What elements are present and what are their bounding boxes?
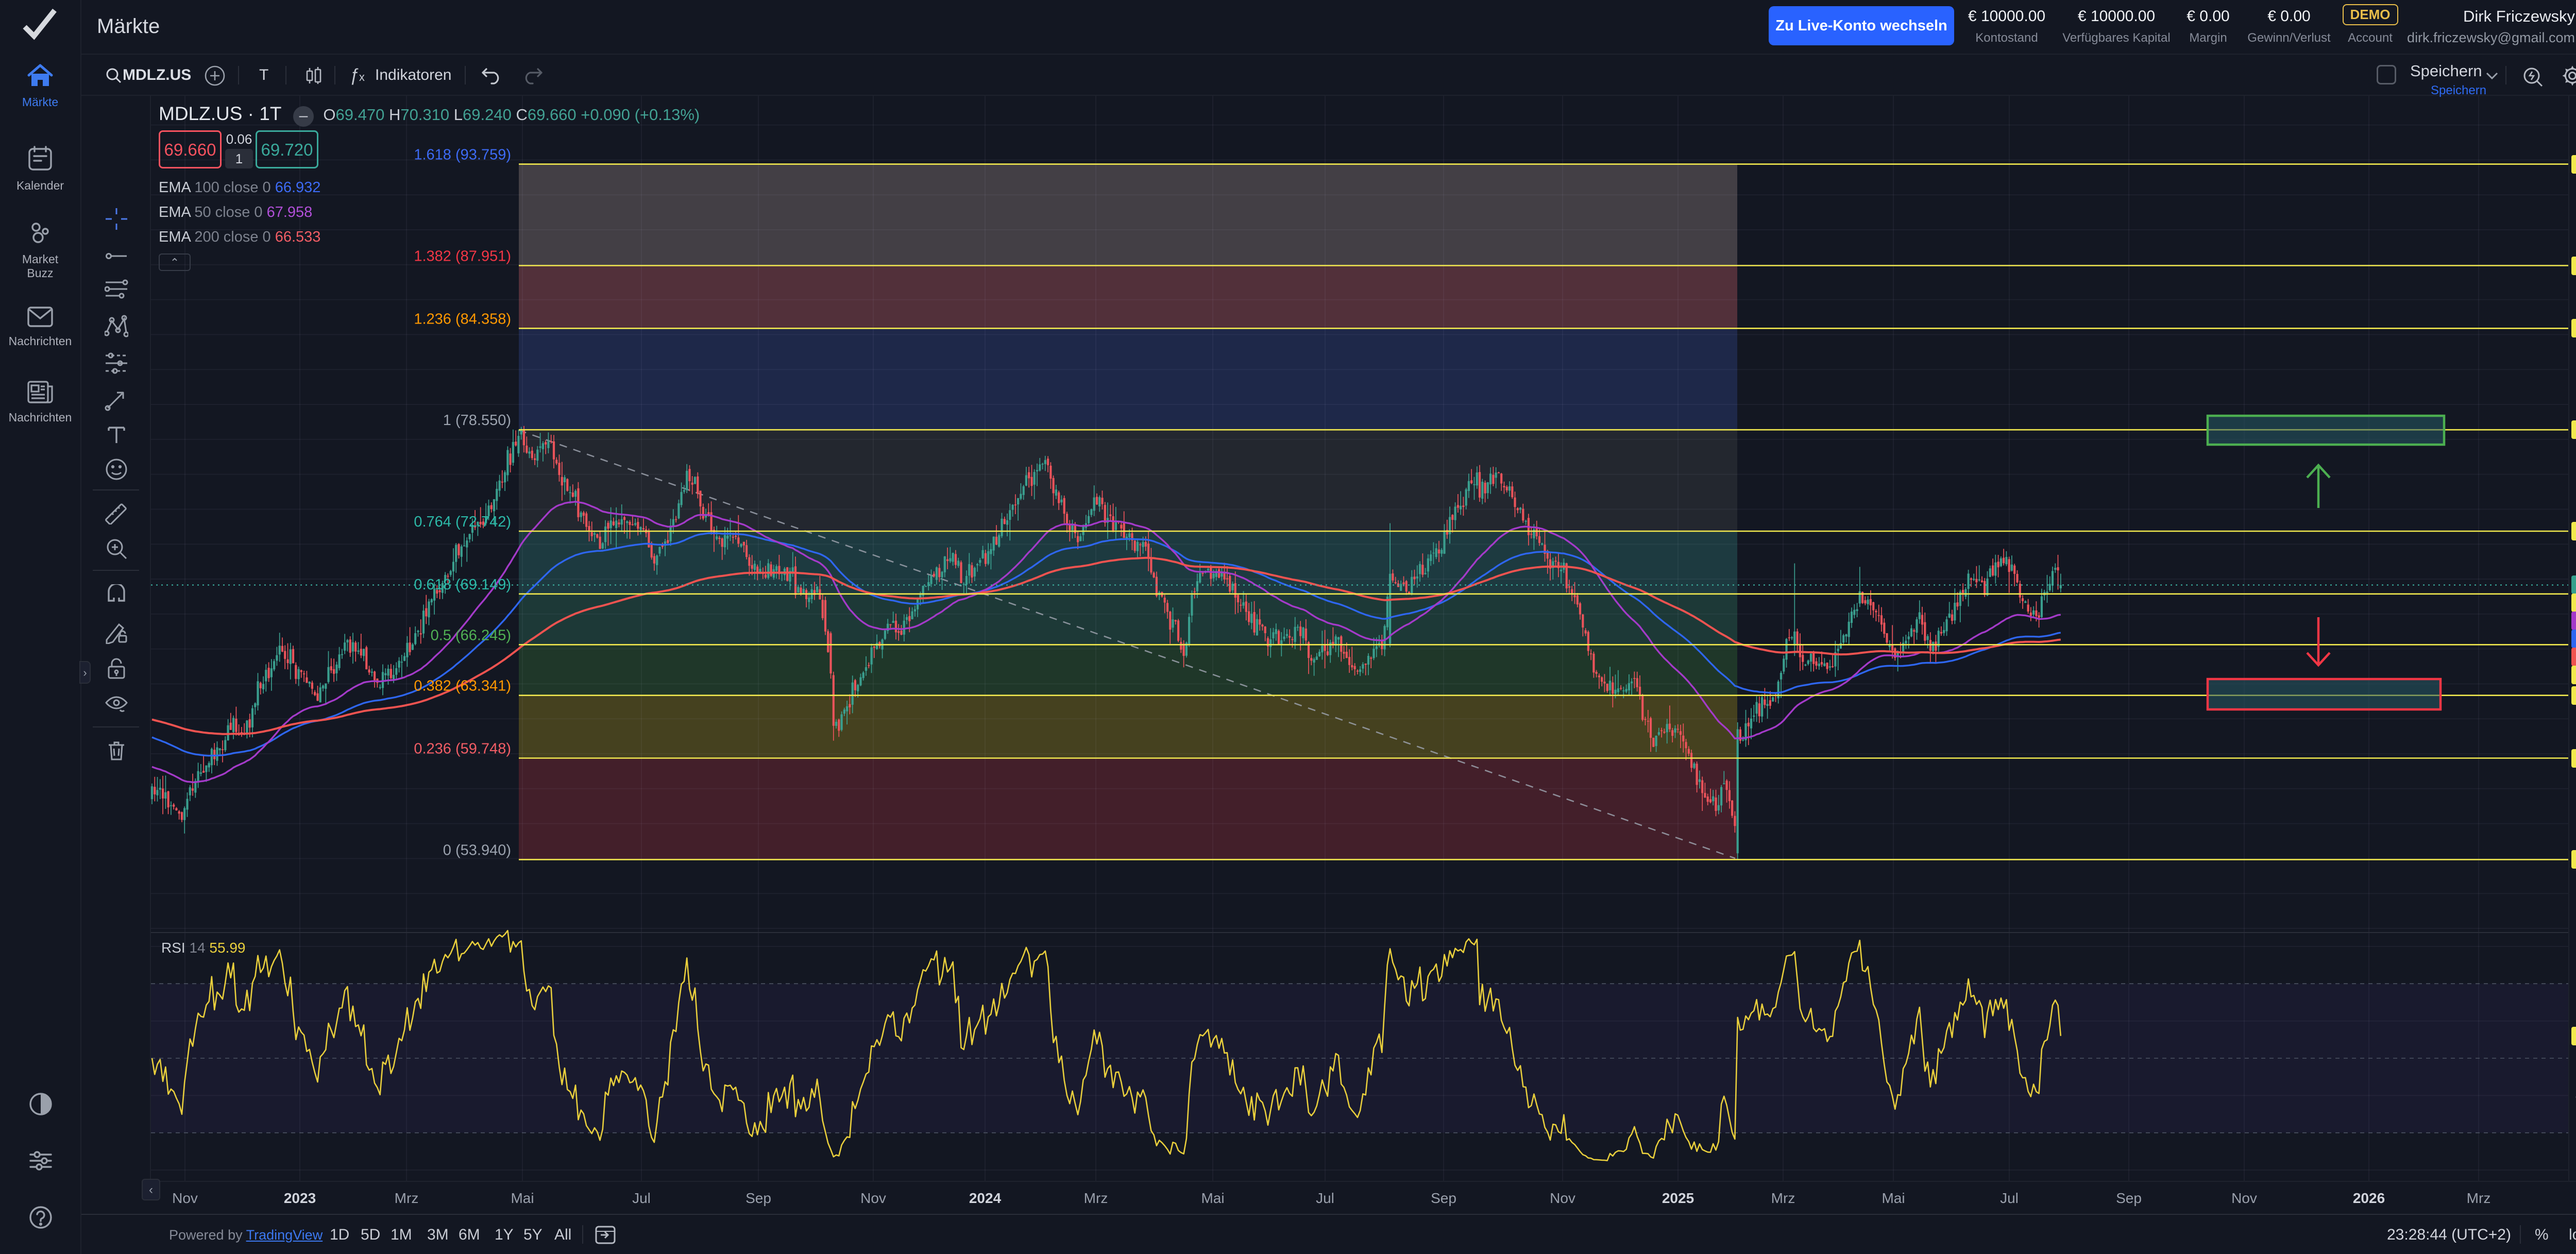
- svg-text:1.618 (93.759): 1.618 (93.759): [414, 147, 511, 163]
- svg-text:0.236 (59.748): 0.236 (59.748): [414, 741, 511, 757]
- svg-text:0.764 (72.742): 0.764 (72.742): [414, 514, 511, 530]
- svg-text:0.5 (66.245): 0.5 (66.245): [431, 627, 511, 643]
- svg-text:0.618 (69.149): 0.618 (69.149): [414, 577, 511, 593]
- svg-text:1 (78.550): 1 (78.550): [443, 412, 511, 429]
- svg-text:1.382 (87.951): 1.382 (87.951): [414, 248, 511, 265]
- svg-text:0.382 (63.341): 0.382 (63.341): [414, 678, 511, 694]
- svg-text:1.236 (84.358): 1.236 (84.358): [414, 311, 511, 327]
- svg-text:0 (53.940): 0 (53.940): [443, 842, 511, 858]
